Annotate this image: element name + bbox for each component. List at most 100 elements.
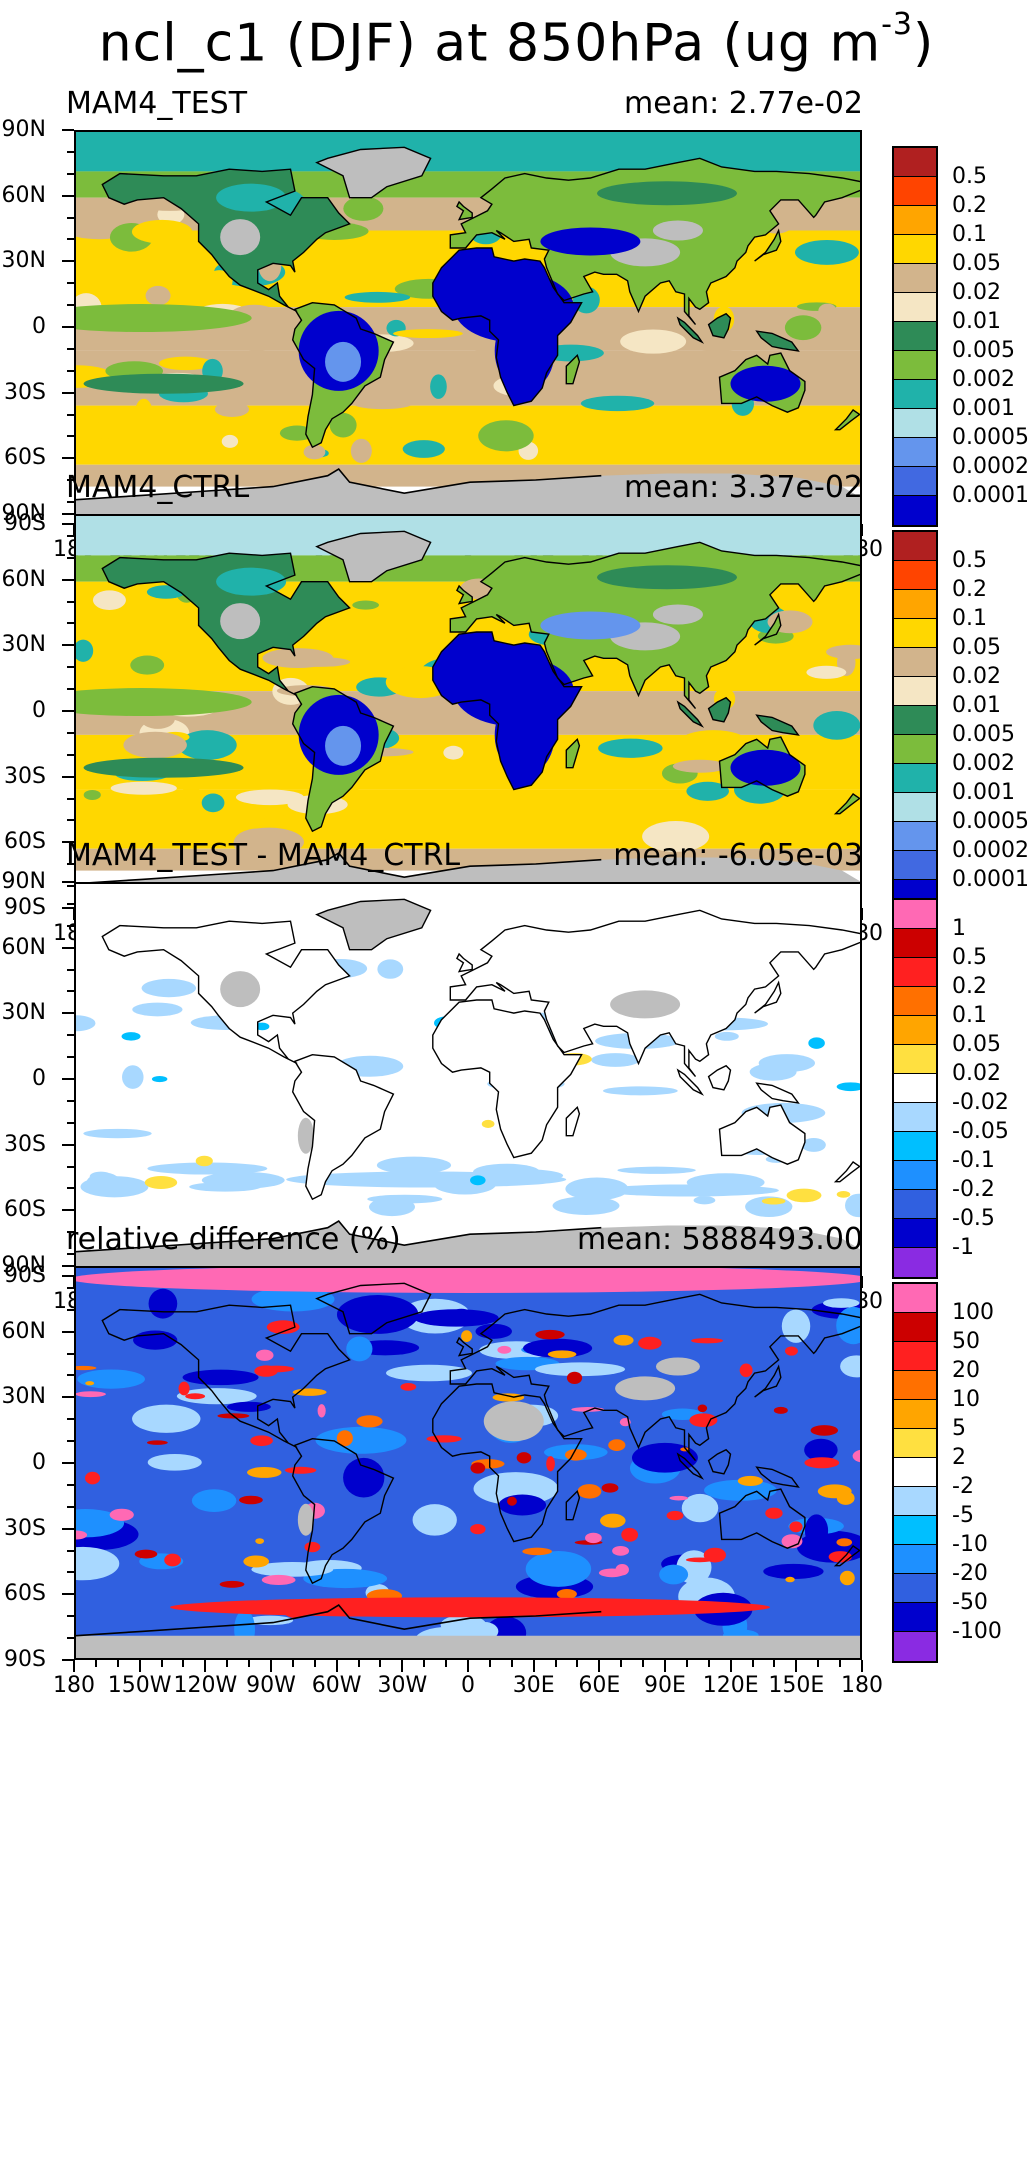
lon-tick	[861, 908, 863, 920]
panel-reldiff: relative difference (%) mean: 5888493.00 9…	[0, 1222, 1033, 1742]
neg-blob	[246, 1615, 294, 1626]
colorbar-label: -0.05	[952, 1119, 1009, 1144]
field-blob	[303, 444, 326, 460]
uk-coastline	[455, 952, 473, 973]
lon-tick	[861, 524, 863, 536]
australia-low	[730, 365, 801, 402]
lon-minor-tick	[116, 1660, 119, 1667]
lat-label: 60S	[4, 1197, 46, 1223]
field-blob	[344, 291, 411, 303]
lat-tick	[62, 1265, 74, 1267]
lon-minor-tick	[313, 1660, 316, 1667]
borneo-coastline	[707, 1448, 732, 1475]
lat-tick	[62, 841, 74, 844]
field-blob	[235, 789, 304, 806]
pos-blob	[85, 1471, 101, 1485]
lat-label: 30N	[1, 1000, 46, 1026]
colorbar-label: -20	[952, 1561, 988, 1586]
uk-fill	[456, 954, 473, 972]
lon-label: 90W	[246, 1673, 296, 1698]
lon-minor-tick	[226, 1660, 229, 1667]
newguinea-coastline	[755, 1082, 800, 1104]
pos-blob	[400, 1382, 417, 1391]
namerica-coastline	[101, 1304, 351, 1449]
pos-blob	[697, 1404, 708, 1413]
newguinea-coastline	[755, 714, 800, 736]
panel-title: MAM4_TEST - MAM4_CTRL	[66, 838, 461, 873]
field-blob	[350, 438, 372, 463]
nz-coastline	[833, 1161, 860, 1183]
neg-blob	[182, 1369, 259, 1386]
lat-minor-tick	[67, 863, 74, 866]
lat-minor-tick	[67, 968, 74, 971]
newguinea-fill	[756, 331, 799, 351]
lon-label: 90E	[644, 1673, 686, 1698]
lon-minor-tick	[707, 1660, 710, 1667]
lat-tick	[62, 1012, 74, 1015]
pos-blob	[836, 1491, 855, 1505]
madagascar-coastline	[565, 354, 581, 385]
colorbar-swatch	[894, 1632, 936, 1661]
field-blob	[134, 398, 153, 431]
greenland-coastline	[315, 530, 432, 583]
lat-minor-tick	[67, 1034, 74, 1037]
pos-blob	[691, 1337, 724, 1344]
pos-blob	[85, 1381, 95, 1386]
field-blob	[145, 285, 171, 306]
pos-blob	[612, 1545, 630, 1556]
canada-teal	[216, 183, 287, 212]
colorbar-swatch	[894, 648, 936, 677]
colorbar-swatch	[894, 496, 936, 525]
neg-blob	[191, 1489, 237, 1513]
lat-tick	[62, 513, 74, 515]
colorbar-swatch	[894, 851, 936, 880]
lat-minor-tick	[67, 990, 74, 993]
colorbar-label: -0.2	[952, 1177, 995, 1202]
greenland-fill	[316, 531, 431, 582]
lat-minor-tick	[67, 1352, 74, 1355]
colorbar-label: 2	[952, 1445, 966, 1470]
lon-label: 60W	[311, 1673, 362, 1698]
field-blob	[89, 422, 118, 439]
pos-blob	[134, 1549, 158, 1559]
neg-blob-strong	[151, 1075, 168, 1083]
field-blob	[686, 781, 729, 801]
lat-minor-tick	[67, 282, 74, 285]
lon-minor-tick	[773, 1660, 776, 1667]
colorbar-label: -0.02	[952, 1090, 1009, 1115]
field-blob	[353, 399, 412, 410]
field-blob	[430, 374, 447, 399]
colorbar-swatch	[894, 561, 936, 590]
neg-blob	[823, 1298, 860, 1308]
lat-tick	[62, 775, 74, 778]
neg-blob	[132, 1404, 201, 1433]
lat-tick	[62, 1659, 74, 1661]
lat-label: 30S	[4, 763, 46, 789]
lat-minor-tick	[67, 435, 74, 438]
antarctica-fill	[76, 1221, 860, 1274]
neg-blob-strong	[808, 1037, 825, 1049]
lat-minor-tick	[67, 1286, 74, 1289]
neg-blob	[368, 1197, 416, 1217]
neg-blob-strong	[121, 1032, 141, 1041]
lat-minor-tick	[67, 238, 74, 241]
canada-teal	[216, 567, 287, 596]
lon-tick	[664, 1660, 666, 1672]
pos-blob	[304, 1541, 321, 1553]
newguinea-coastline	[755, 330, 800, 352]
samerica-coastline	[291, 1437, 395, 1585]
lon-minor-tick	[291, 1660, 294, 1667]
colorbar-label: -0.1	[952, 1148, 995, 1173]
pos-blob	[621, 1527, 639, 1542]
neg-blob	[122, 1065, 144, 1089]
colorbar-swatch	[894, 1342, 936, 1371]
colorbar	[892, 898, 938, 1279]
pos-blob	[836, 1190, 851, 1198]
pos-blob	[784, 1346, 798, 1356]
lat-tick	[62, 881, 74, 883]
lat-label: 90S	[4, 1263, 46, 1288]
field-blob	[131, 219, 193, 244]
panel-diff: MAM4_TEST - MAM4_CTRL mean: -6.05e-03 90N 6…	[0, 838, 1033, 1358]
lat-label: 30N	[1, 248, 46, 274]
pacific-tongue	[76, 304, 252, 333]
